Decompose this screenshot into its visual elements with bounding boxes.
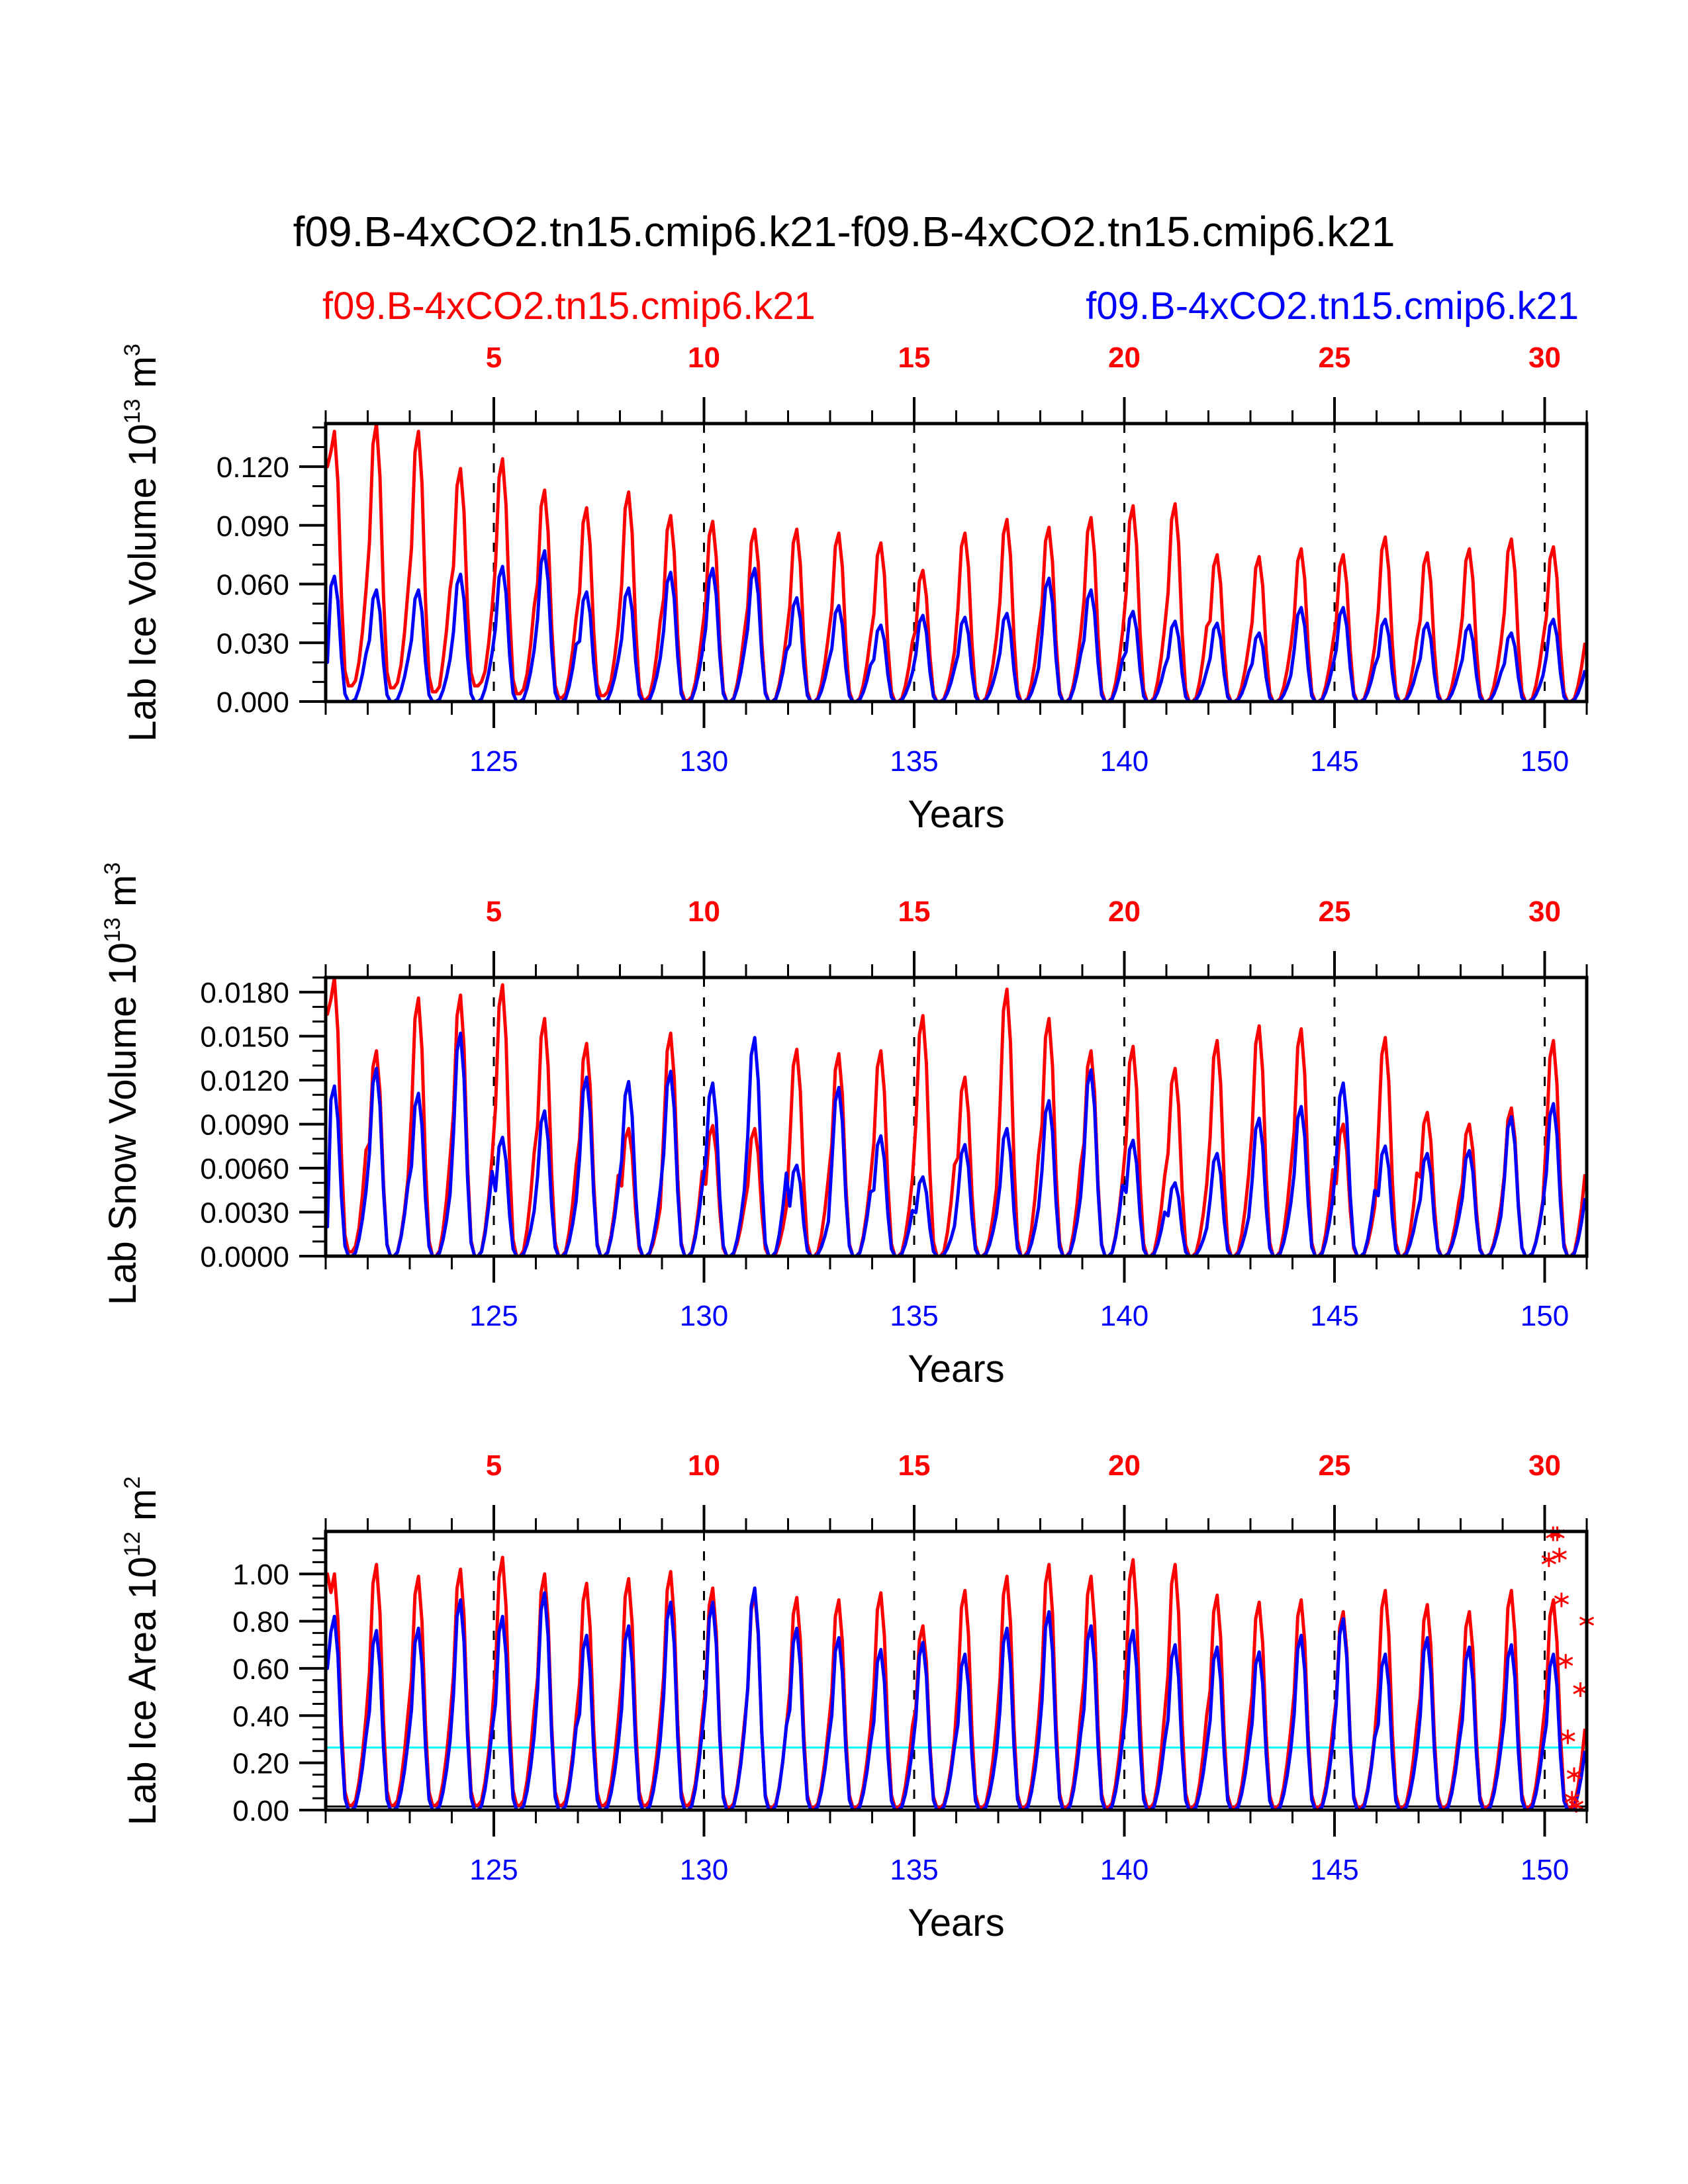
x-tick-label-bottom: 125	[469, 1300, 518, 1332]
series-line-blue	[326, 1586, 1587, 1810]
x-tick-label-bottom: 150	[1521, 1854, 1569, 1886]
x-tick-label-top: 10	[688, 895, 720, 928]
asterisk-marker	[1566, 1767, 1582, 1782]
y-tick-label: 0.0090	[200, 1109, 289, 1142]
legend-entry-red: f09.B-4xCO2.tn15.cmip6.k21	[322, 285, 816, 328]
asterisk-marker	[1573, 1682, 1588, 1698]
x-tick-label-bottom: 140	[1100, 745, 1149, 778]
asterisk-stroke	[1560, 1732, 1575, 1742]
x-axis-title: Years	[908, 793, 1004, 836]
x-tick-label-top: 25	[1319, 895, 1351, 928]
asterisk-marker	[1558, 1654, 1573, 1669]
x-tick-label-top: 5	[486, 1449, 502, 1482]
x-tick-label-bottom: 140	[1100, 1300, 1149, 1332]
y-tick-label: 0.0000	[200, 1241, 289, 1273]
y-tick-label: 0.090	[216, 510, 289, 543]
asterisk-stroke	[1568, 1801, 1584, 1810]
y-tick-label: 0.00	[232, 1795, 289, 1827]
x-tick-label-top: 20	[1108, 895, 1141, 928]
x-axis-title: Years	[908, 1901, 1004, 1944]
y-tick-label: 0.60	[232, 1653, 289, 1686]
y-tick-label: 0.20	[232, 1748, 289, 1780]
series-line-red	[326, 424, 1587, 702]
series-line-blue	[326, 549, 1587, 702]
chart-title: f09.B-4xCO2.tn15.cmip6.k21-f09.B-4xCO2.t…	[293, 208, 1395, 255]
asterisk-stroke	[1554, 1595, 1570, 1605]
x-tick-label-bottom: 145	[1310, 745, 1358, 778]
y-tick-label: 0.0030	[200, 1197, 289, 1230]
x-tick-label-bottom: 140	[1100, 1854, 1149, 1886]
y-tick-label: 1.00	[232, 1559, 289, 1591]
panel-3: 0.00 0.20 0.40 0.60 0.80 1.00 125 130 135 140 145 1…	[120, 1449, 1595, 1944]
x-tick-label-bottom: 130	[680, 1300, 728, 1332]
y-tick-label: 0.40	[232, 1700, 289, 1733]
y-tick-label: 0.0060	[200, 1153, 289, 1185]
x-tick-label-top: 25	[1319, 1449, 1351, 1482]
x-tick-label-top: 25	[1319, 341, 1351, 374]
x-tick-label-bottom: 130	[680, 745, 728, 778]
x-tick-label-top: 30	[1528, 895, 1561, 928]
series-line-red	[326, 978, 1587, 1256]
y-axis-title: Lab Snow Volume 1013 m3	[100, 862, 144, 1305]
series-line-red	[326, 1555, 1587, 1809]
asterisk-marker	[1552, 1547, 1567, 1563]
x-tick-label-top: 30	[1528, 341, 1561, 374]
asterisk-stroke	[1552, 1550, 1567, 1560]
plot-frame	[324, 1529, 1589, 1812]
x-tick-label-top: 5	[486, 895, 502, 928]
y-tick-label: 0.0180	[200, 977, 289, 1009]
y-tick-label: 0.120	[216, 451, 289, 484]
x-tick-label-bottom: 145	[1310, 1300, 1358, 1332]
x-tick-label-bottom: 145	[1310, 1854, 1358, 1886]
legend-entry-blue: f09.B-4xCO2.tn15.cmip6.k21	[1086, 285, 1579, 328]
x-tick-label-bottom: 130	[680, 1854, 728, 1886]
y-axis-title: Lab Ice Volume 1013 m3	[120, 343, 164, 742]
x-tick-label-top: 10	[688, 1449, 720, 1482]
asterisk-marker	[1554, 1592, 1570, 1608]
x-tick-label-bottom: 125	[469, 1854, 518, 1886]
x-tick-label-bottom: 150	[1521, 1300, 1569, 1332]
y-tick-label: 0.0120	[200, 1065, 289, 1097]
y-tick-label: 0.000	[216, 686, 289, 719]
y-tick-label: 0.030	[216, 627, 289, 660]
asterisk-stroke	[1558, 1657, 1573, 1666]
asterisk-stroke	[1573, 1685, 1588, 1694]
asterisk-stroke	[1564, 1794, 1579, 1803]
asterisk-stroke	[1566, 1770, 1582, 1780]
y-tick-label: 0.0150	[200, 1021, 289, 1054]
x-tick-label-top: 15	[898, 341, 931, 374]
x-tick-label-top: 5	[486, 341, 502, 374]
x-tick-label-top: 15	[898, 895, 931, 928]
x-tick-label-top: 20	[1108, 1449, 1141, 1482]
x-tick-label-top: 30	[1528, 1449, 1561, 1482]
x-tick-label-top: 10	[688, 341, 720, 374]
x-tick-label-bottom: 125	[469, 745, 518, 778]
x-tick-label-bottom: 150	[1521, 745, 1569, 778]
x-tick-label-bottom: 135	[890, 1300, 938, 1332]
x-axis-title: Years	[908, 1347, 1004, 1390]
x-tick-label-top: 20	[1108, 341, 1141, 374]
asterisk-marker	[1560, 1729, 1575, 1745]
series-line-blue	[326, 1031, 1587, 1256]
panel-2: 0.0000 0.0030 0.0060 0.0090 0.0120 0.0150 0.01…	[100, 862, 1589, 1390]
x-tick-label-bottom: 135	[890, 745, 938, 778]
panel-1: 0.000 0.030 0.060 0.090 0.120 125 130 135 140 145…	[120, 341, 1589, 836]
y-tick-label: 0.060	[216, 569, 289, 602]
x-tick-label-top: 15	[898, 1449, 931, 1482]
x-tick-label-bottom: 135	[890, 1854, 938, 1886]
y-tick-label: 0.80	[232, 1606, 289, 1639]
y-axis-title: Lab Ice Area 1012 m2	[120, 1477, 164, 1826]
